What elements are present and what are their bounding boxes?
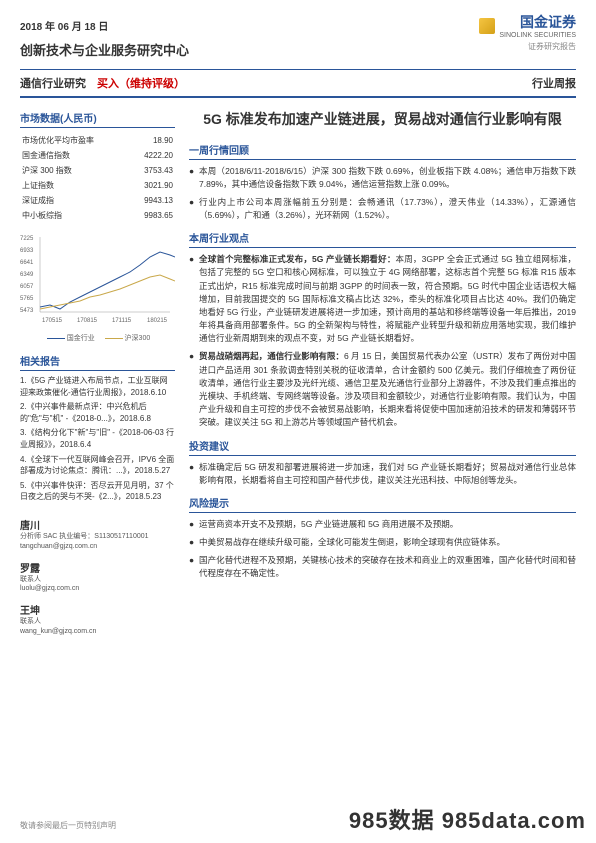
watermark: 985数据 985data.com xyxy=(349,803,586,835)
table-row: 深证成指9943.13 xyxy=(22,194,173,207)
svg-text:7225: 7225 xyxy=(20,236,34,242)
section-title: 一周行情回顾 xyxy=(189,142,576,160)
report-link[interactable]: 1.《5G 产业链进入布局节点，工业互联网迎来政策催化-通信行业周报》，2018… xyxy=(20,375,175,398)
svg-text:5765: 5765 xyxy=(20,296,34,302)
price-chart: 7225 6933 6641 6349 6057 5765 5473 170515 17081… xyxy=(20,232,175,327)
table-row: 沪深 300 指数3753.43 xyxy=(22,164,173,177)
bullet-item: ●行业内上市公司本周涨幅前五分别是：会畅通讯（17.73%），澄天伟业（14.3… xyxy=(189,196,576,222)
section-title: 本周行业观点 xyxy=(189,230,576,248)
industry-rating: 通信行业研究 买入（维持评级） xyxy=(20,75,185,91)
svg-text:180215: 180215 xyxy=(147,318,168,324)
main-title: 5G 标准发布加速产业链进展，贸易战对通信行业影响有限 xyxy=(189,110,576,130)
bullet-item: ●本周（2018/6/11-2018/6/15）沪深 300 指数下跌 0.69… xyxy=(189,165,576,191)
bullet-item: ●中美贸易战存在继续升级可能，全球化可能发生倒退，影响全球现有供应链体系。 xyxy=(189,536,576,549)
analyst-info: 王坤联系人wang_kun@gjzq.com.cn xyxy=(20,602,175,637)
svg-text:171115: 171115 xyxy=(112,318,132,324)
logo-icon xyxy=(479,18,495,34)
bullet-item: ●国产化替代进程不及预期，关键核心技术的突破存在技术和商业上的双重困难，国产化替… xyxy=(189,554,576,580)
report-link[interactable]: 5.《中兴事件快评：否尽云开见月明，37 个日夜之后的哭与不哭-《2...》，2… xyxy=(20,480,175,503)
section-title: 投资建议 xyxy=(189,438,576,456)
report-date: 2018 年 06 月 18 日 xyxy=(20,18,108,33)
bullet-item: ●运营商资本开支不及预期，5G 产业链进展和 5G 商用进展不及预期。 xyxy=(189,518,576,531)
logo-text: 国金证券 xyxy=(499,12,576,32)
svg-text:6933: 6933 xyxy=(20,248,34,254)
svg-text:6641: 6641 xyxy=(20,260,34,266)
section-title: 风险提示 xyxy=(189,495,576,513)
report-category: 行业周报 xyxy=(532,75,576,91)
market-data-title: 市场数据(人民币) xyxy=(20,110,175,128)
footer-disclaimer: 敬请参阅最后一页特别声明 xyxy=(20,820,116,831)
table-row: 国金通信指数4222.20 xyxy=(22,149,173,162)
market-data-table: 市场优化平均市盈率18.90 国金通信指数4222.20 沪深 300 指数3753… xyxy=(20,132,175,224)
report-link[interactable]: 2.《中兴事件最新点评：中兴危机后的"危"与"机" -《2018-0...》，2… xyxy=(20,401,175,424)
analyst-info: 罗露联系人luolu@gjzq.com.cn xyxy=(20,560,175,595)
chart-legend: 国金行业 沪深300 xyxy=(20,333,175,343)
bullet-item: ●全球首个完整标准正式发布，5G 产业链长期看好：本周，3GPP 全会正式通过 … xyxy=(189,253,576,345)
svg-text:6349: 6349 xyxy=(20,272,34,278)
related-reports-title: 相关报告 xyxy=(20,353,175,371)
table-row: 上证指数3021.90 xyxy=(22,179,173,192)
table-row: 中小板综指9983.65 xyxy=(22,209,173,222)
analyst-info: 唐川分析师 SAC 执业编号：S1130517110001tangchuan@g… xyxy=(20,517,175,552)
bullet-item: ●标准确定后 5G 研发和部署进展将进一步加速，我们对 5G 产业链长期看好；贸… xyxy=(189,461,576,487)
report-link[interactable]: 4.《全球下一代互联网峰会召开，IPV6 全面部署成为讨论焦点：腾讯：...》，… xyxy=(20,454,175,477)
logo-subtitle: SINOLINK SECURITIES xyxy=(499,32,576,39)
report-link[interactable]: 3.《结构分化下"新"与"旧" -《2018-06-03 行业周报》》，2018… xyxy=(20,427,175,450)
svg-text:170815: 170815 xyxy=(77,318,98,324)
research-center: 创新技术与企业服务研究中心 xyxy=(20,40,576,59)
svg-text:6057: 6057 xyxy=(20,284,34,290)
svg-text:170515: 170515 xyxy=(42,318,63,324)
bullet-item: ●贸易战硝烟再起，通信行业影响有限：6 月 15 日，美国贸易代表办公室（UST… xyxy=(189,350,576,429)
table-row: 市场优化平均市盈率18.90 xyxy=(22,134,173,147)
svg-text:5473: 5473 xyxy=(20,308,34,314)
